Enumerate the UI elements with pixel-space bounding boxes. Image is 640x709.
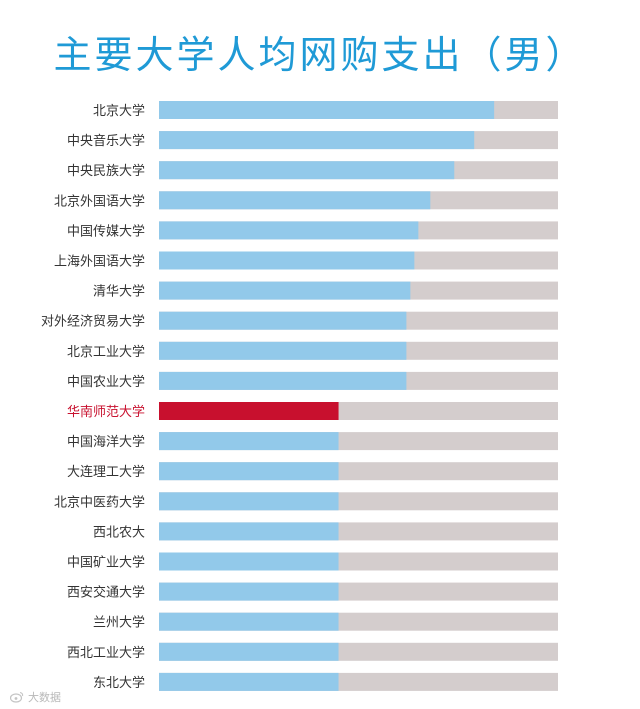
category-label: 大连理工大学 (67, 464, 145, 480)
bar (159, 161, 455, 180)
bar (159, 432, 339, 451)
category-label: 北京中医药大学 (54, 494, 145, 510)
chart-title: 主要大学人均网购支出（男） (53, 33, 587, 77)
category-label: 北京工业大学 (67, 344, 145, 360)
category-label: 中国矿业大学 (67, 555, 145, 571)
category-label: 中国农业大学 (67, 374, 145, 390)
bar (159, 311, 407, 330)
category-label: 中央音乐大学 (67, 133, 145, 149)
category-label: 中国海洋大学 (67, 434, 145, 450)
category-label: 兰州大学 (93, 615, 145, 631)
weibo-icon (10, 691, 24, 703)
bar (159, 101, 495, 119)
category-label: 对外经济贸易大学 (41, 314, 145, 330)
bar (159, 131, 475, 150)
category-label: 西北工业大学 (67, 645, 145, 661)
category-label: 中央民族大学 (67, 163, 145, 179)
category-label: 清华大学 (93, 284, 145, 300)
bar (159, 552, 339, 571)
category-label: 西安交通大学 (67, 585, 145, 601)
bar (159, 642, 339, 661)
bar (159, 251, 415, 270)
bar (159, 371, 407, 390)
category-label: 上海外国语大学 (54, 254, 145, 270)
bar (159, 191, 431, 210)
category-label: 北京大学 (93, 103, 145, 119)
bar (159, 492, 339, 511)
bar (159, 221, 419, 240)
category-label: 北京外国语大学 (54, 193, 145, 209)
bar (159, 281, 411, 300)
bar (159, 462, 339, 481)
watermark: 大数据 (10, 689, 61, 705)
bar (159, 522, 339, 541)
category-label: 东北大学 (93, 675, 145, 691)
category-label: 中国传媒大学 (67, 223, 145, 239)
bar (159, 672, 339, 691)
bar (159, 341, 407, 360)
bar (159, 402, 339, 420)
category-label: 华南师范大学 (67, 404, 145, 420)
bar (159, 612, 339, 631)
category-label: 西北农大 (93, 525, 145, 540)
watermark-text: 大数据 (28, 691, 61, 704)
bar (159, 582, 339, 601)
